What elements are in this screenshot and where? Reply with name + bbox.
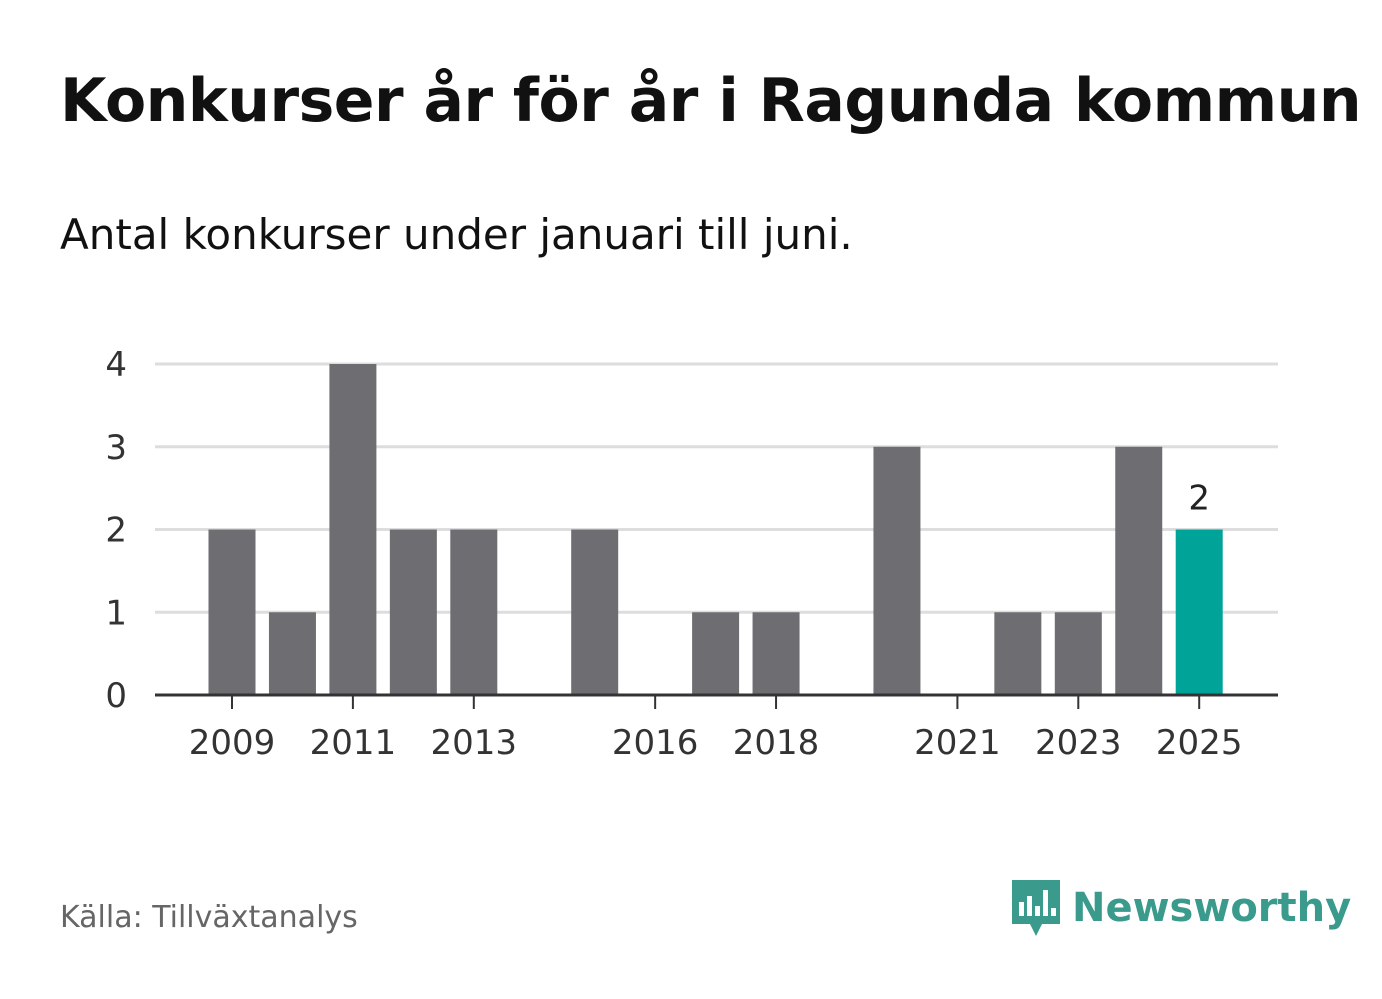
y-tick-label: 3 — [105, 428, 127, 468]
data-label-2025: 2 — [1188, 479, 1210, 519]
y-axis-ticks: 0 1 2 3 4 — [105, 345, 127, 716]
y-tick-label: 0 — [105, 676, 127, 716]
x-tick-label: 2025 — [1156, 723, 1243, 763]
y-tick-label: 2 — [105, 511, 127, 551]
data-labels: 2 — [1188, 479, 1210, 519]
bar-2018 — [752, 612, 800, 695]
x-axis-ticks: 2009 2011 2013 2016 2018 2021 2023 2025 — [189, 695, 1243, 763]
bar-2023 — [1054, 612, 1102, 695]
bar-2009 — [208, 529, 256, 695]
brand-name: Newsworthy — [1072, 885, 1352, 931]
newsworthy-logo-icon — [1012, 880, 1060, 936]
bar-2013 — [450, 529, 498, 695]
newsworthy-logo: Newsworthy — [1010, 878, 1351, 938]
x-tick-label: 2013 — [431, 723, 518, 763]
bar-2011 — [329, 364, 377, 695]
chart-title: Konkurser år för år i Ragunda kommun — [60, 66, 1362, 136]
x-tick-label: 2018 — [733, 723, 820, 763]
bar-2024 — [1115, 446, 1163, 695]
x-tick-label: 2016 — [612, 723, 699, 763]
gridlines — [155, 362, 1278, 614]
bar-2022 — [994, 612, 1042, 695]
x-tick-label: 2021 — [914, 723, 1001, 763]
x-tick-label: 2023 — [1035, 723, 1122, 763]
x-tick-label: 2011 — [310, 723, 397, 763]
bar-2015 — [571, 529, 619, 695]
y-tick-label: 1 — [105, 593, 127, 633]
x-tick-label: 2009 — [189, 723, 276, 763]
bar-2020 — [873, 446, 921, 695]
y-tick-label: 4 — [105, 345, 127, 385]
bar-2012 — [389, 529, 437, 695]
bars — [208, 364, 1223, 695]
chart-subtitle: Antal konkurser under januari till juni. — [60, 210, 853, 259]
bar-2017 — [692, 612, 740, 695]
bar-2010 — [268, 612, 316, 695]
bar-2025 — [1175, 529, 1223, 695]
source-note: Källa: Tillväxtanalys — [60, 900, 358, 935]
